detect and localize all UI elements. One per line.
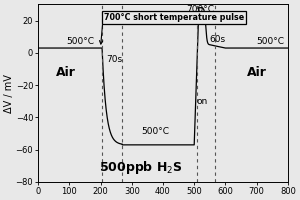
Text: 700°C short temperature pulse: 700°C short temperature pulse — [103, 13, 244, 22]
Text: Air: Air — [247, 66, 267, 79]
Text: 70s: 70s — [106, 55, 123, 64]
Text: off: off — [217, 14, 229, 23]
Text: 700°C: 700°C — [186, 5, 214, 14]
Text: on: on — [197, 97, 208, 106]
Text: Air: Air — [56, 66, 76, 79]
Text: 500°C: 500°C — [141, 127, 169, 136]
Text: 60s: 60s — [210, 35, 226, 44]
Text: 500°C: 500°C — [257, 37, 285, 46]
Y-axis label: ΔV / mV: ΔV / mV — [4, 74, 14, 113]
Text: 500ppb H$_2$S: 500ppb H$_2$S — [99, 159, 183, 176]
Text: 500°C: 500°C — [66, 37, 94, 46]
